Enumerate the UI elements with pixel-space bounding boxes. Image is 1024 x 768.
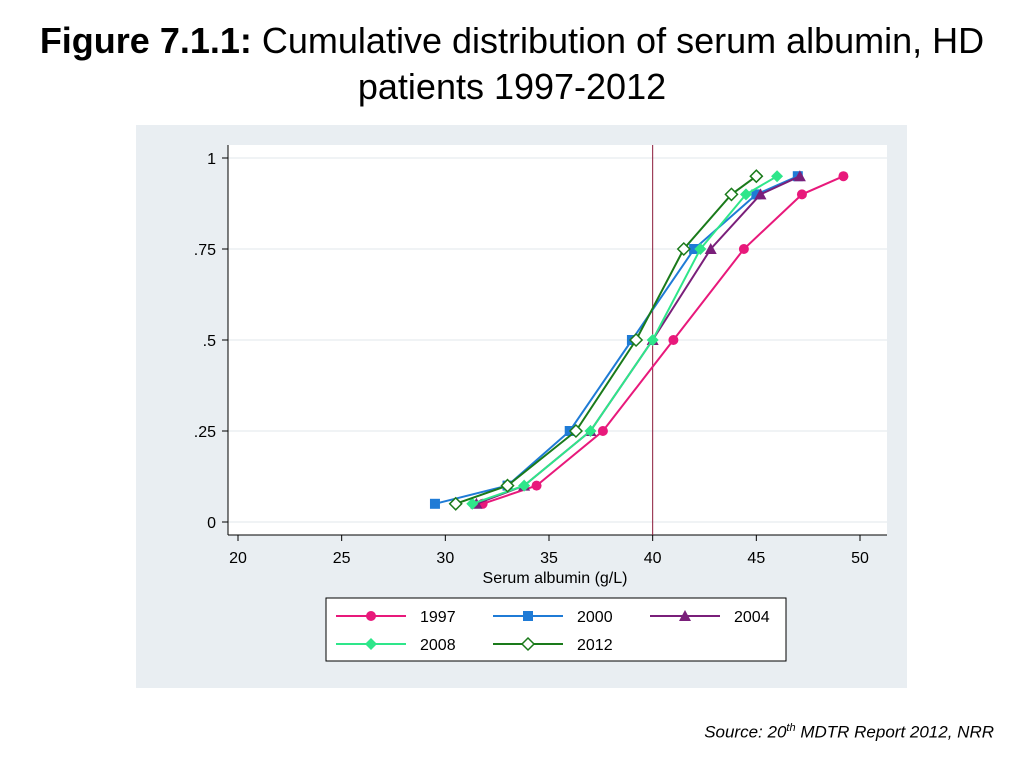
- data-point: [724, 187, 739, 202]
- figure-caption: Cumulative distribution of serum albumin…: [261, 20, 985, 107]
- data-point: [597, 426, 608, 436]
- data-point: [366, 611, 376, 621]
- data-point: [679, 610, 691, 621]
- data-point: [771, 170, 784, 183]
- data-point: [500, 478, 515, 493]
- legend-item-1997: 1997: [336, 609, 456, 626]
- x-tick-label: 45: [747, 550, 765, 567]
- data-point: [531, 480, 542, 491]
- data-point: [751, 189, 762, 200]
- axes: 0 .25 .5 .75 1 20 25 30 35 40 45 50: [194, 145, 887, 567]
- data-point: [838, 171, 849, 182]
- data-point: [429, 498, 440, 509]
- legend-label: 2000: [577, 609, 613, 626]
- data-point: [793, 170, 806, 182]
- y-tick-label: .25: [194, 424, 216, 441]
- legend-item-2012: 2012: [493, 636, 613, 654]
- data-point: [668, 335, 679, 345]
- x-axis-label: Serum albumin (g/L): [483, 570, 628, 587]
- data-point: [520, 636, 536, 652]
- data-point: [749, 169, 764, 184]
- x-tick-label: 25: [333, 550, 351, 567]
- data-point: [365, 638, 377, 650]
- source-superscript: th: [786, 722, 796, 734]
- data-point: [518, 479, 531, 492]
- series-1997: [477, 171, 849, 509]
- x-tick-label: 40: [644, 550, 662, 567]
- data-point: [629, 332, 644, 348]
- x-tick-label: 20: [229, 550, 247, 567]
- series-2012: [448, 169, 764, 511]
- series-2008: [466, 170, 784, 510]
- source-prefix: Source: 20: [704, 722, 787, 742]
- data-point: [739, 188, 752, 201]
- legend-label: 2008: [420, 637, 456, 654]
- y-tick-label: 0: [207, 515, 216, 532]
- y-tick-label: 1: [207, 151, 216, 168]
- data-point: [448, 496, 463, 511]
- gridlines: [228, 157, 887, 523]
- data-point: [466, 497, 479, 510]
- x-tick-label: 35: [540, 550, 558, 567]
- legend-item-2000: 2000: [493, 609, 613, 626]
- y-tick-label: .5: [203, 333, 216, 350]
- legend-item-2004: 2004: [650, 609, 770, 626]
- legend-label: 2004: [734, 609, 770, 626]
- data-point: [523, 611, 533, 621]
- data-point: [689, 244, 700, 254]
- x-tick-label: 50: [851, 550, 869, 567]
- series-group: [429, 169, 849, 511]
- x-tick-label: 30: [436, 550, 454, 567]
- data-point: [676, 241, 691, 257]
- y-tick-label: .75: [194, 242, 216, 259]
- legend: 1997 2000 2004 2008 2012: [325, 597, 787, 662]
- legend-box: [325, 597, 787, 662]
- source-suffix: MDTR Report 2012, NRR: [795, 722, 994, 742]
- data-point: [694, 243, 707, 255]
- legend-label: 1997: [420, 609, 456, 626]
- data-point: [704, 243, 717, 254]
- chart-title: Figure 7.1.1: Cumulative distribution of…: [0, 18, 1024, 110]
- source-note: Source: 20th MDTR Report 2012, NRR: [704, 722, 994, 743]
- data-point: [568, 423, 584, 439]
- legend-item-2008: 2008: [336, 637, 456, 654]
- legend-label: 2012: [577, 637, 613, 654]
- figure-number: Figure 7.1.1:: [39, 20, 252, 61]
- data-point: [754, 188, 767, 200]
- data-point: [738, 244, 749, 254]
- data-point: [796, 189, 807, 200]
- data-point: [584, 425, 597, 437]
- data-point: [646, 334, 659, 346]
